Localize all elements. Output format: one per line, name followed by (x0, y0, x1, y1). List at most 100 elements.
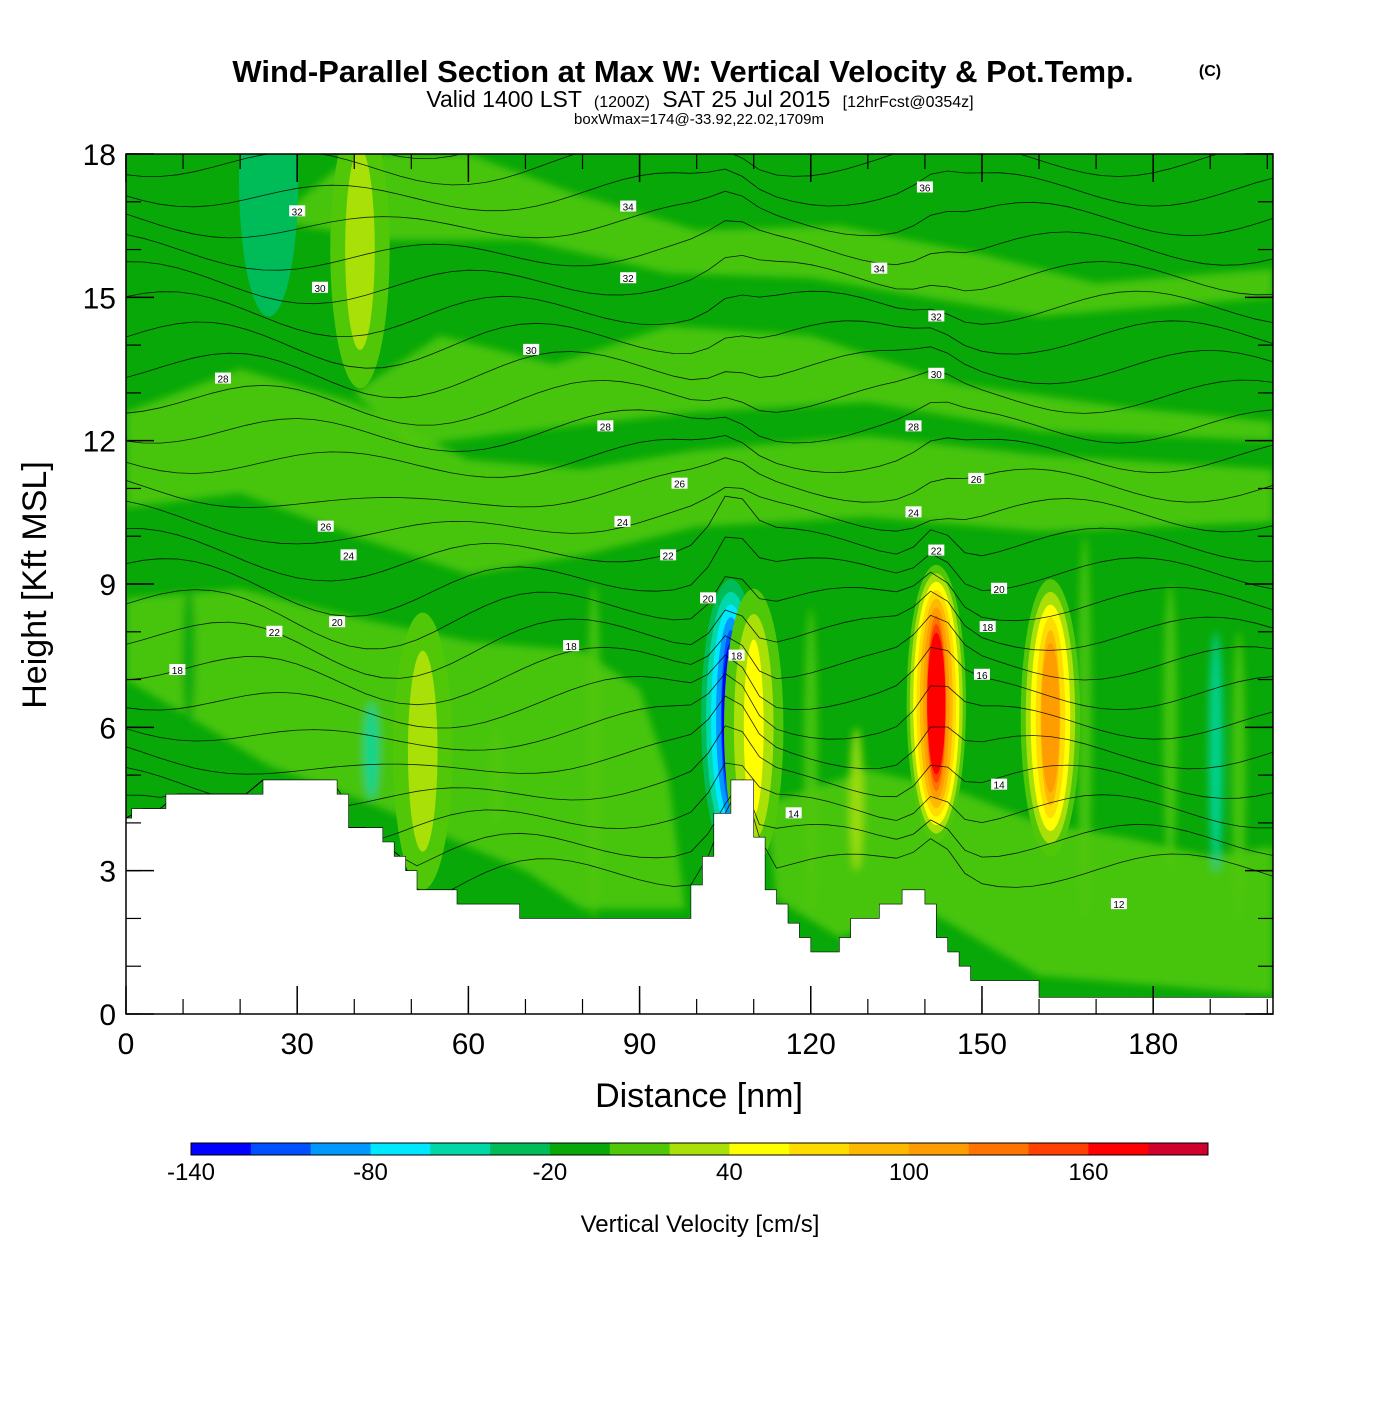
terrain-mask (126, 779, 1273, 1014)
x-tick-label: 0 (118, 1028, 135, 1061)
contour-label-bg (317, 520, 334, 532)
contour-label-text: 26 (320, 523, 332, 534)
contour-label: 34 (871, 262, 888, 276)
contour-label-bg (671, 477, 688, 489)
theta-contour-line (126, 571, 1273, 650)
x-tick-label: 60 (452, 1028, 485, 1061)
colorbar-swatch (191, 1143, 252, 1155)
colorbar-swatch (968, 1143, 1029, 1155)
colorbar-swatch (669, 1143, 730, 1155)
contour-label: 26 (968, 472, 985, 486)
x-tick-label: 90 (623, 1028, 656, 1061)
colorbar-swatch (310, 1143, 371, 1155)
contour-label-bg (905, 506, 922, 518)
x-tick-label: 180 (1128, 1028, 1178, 1061)
contour-label: 18 (169, 664, 186, 677)
contour-label: 26 (671, 477, 688, 491)
contour-label-text: 24 (343, 551, 355, 562)
contour-label-bg (660, 549, 677, 561)
field-streak-7 (1077, 536, 1092, 919)
theta-contour-line (126, 401, 1273, 452)
field-streak-4 (586, 584, 601, 919)
velocity-level (927, 632, 946, 775)
contour-label-text: 28 (908, 422, 920, 433)
colorbar-swatch (1028, 1143, 1089, 1155)
field-band-3 (765, 770, 1273, 995)
colorbar-swatch (609, 1143, 671, 1155)
contour-label-text: 32 (292, 207, 304, 218)
colorbar-swatch (490, 1143, 551, 1155)
contour-label-text: 30 (526, 346, 538, 357)
contour-label-bg (700, 592, 717, 604)
contour-label-text: 30 (314, 284, 326, 295)
valid-date: SAT 25 Jul 2015 (662, 86, 830, 112)
field-streak-1 (181, 584, 196, 728)
colorbar-swatch (250, 1143, 312, 1155)
contour-label-bg (597, 420, 614, 432)
contour-label: 24 (905, 506, 922, 519)
contour-label-text: 28 (600, 422, 612, 433)
contour-label-bg (1110, 898, 1127, 910)
x-axis: 0 30 60 90 120 150 180 (118, 154, 1268, 1061)
y-tick-label: 18 (83, 139, 116, 172)
contour-label-text: 20 (702, 594, 714, 605)
contour-label-bg (340, 549, 357, 561)
theta-contour-line (126, 435, 1273, 478)
contour-label-text: 32 (623, 274, 635, 285)
contour-label-bg (979, 621, 996, 632)
contour-label-text: 20 (332, 618, 344, 629)
contour-label: 18 (563, 640, 580, 653)
contour-label-bg (620, 200, 637, 212)
colorbar-tick-label: -140 (167, 1159, 215, 1186)
velocity-core (1020, 579, 1081, 857)
contour-label-bg (973, 668, 990, 680)
contour-label-bg (728, 649, 745, 661)
forecast-info: [12hrFcst@0354z] (843, 94, 974, 111)
contour-label-bg (614, 515, 631, 527)
chart-title: Wind-Parallel Section at Max W: Vertical… (232, 54, 1133, 89)
contour-label-bg (312, 281, 329, 293)
contour-label-bg (928, 367, 945, 379)
contour-label-bg (329, 616, 346, 628)
theta-contour-line (126, 695, 1273, 775)
contour-label: 32 (289, 205, 306, 218)
y-axis-label: Height [Kft MSL] (16, 461, 54, 709)
velocity-cores (238, 154, 1081, 890)
field-streak-3 (489, 727, 504, 823)
contour-label-text: 36 (919, 183, 931, 194)
contour-label-bg (905, 420, 922, 432)
contour-label-text: 24 (908, 508, 920, 519)
colorbar-frame (190, 1142, 1209, 1156)
velocity-core (238, 154, 299, 317)
colorbar-swatch (849, 1143, 910, 1155)
theta-contour-line (126, 254, 1273, 305)
contour-label: 30 (312, 281, 329, 295)
velocity-core (393, 612, 453, 890)
theta-contour-line (126, 536, 1273, 617)
contour-label-text: 22 (931, 547, 943, 558)
contour-label: 32 (620, 272, 637, 285)
contour-label-text: 26 (971, 475, 983, 486)
contour-label: 12 (1110, 898, 1127, 911)
theta-contour-line (126, 320, 1273, 369)
velocity-level (407, 650, 438, 852)
contour-label-text: 30 (931, 370, 943, 381)
y-tick-label: 15 (83, 282, 116, 315)
contour-label: 20 (329, 616, 346, 629)
contour-label: 22 (266, 625, 283, 639)
velocity-level (238, 154, 299, 317)
contour-label-bg (620, 272, 637, 284)
contour-label-text: 18 (731, 652, 743, 663)
colorbar-swatch (549, 1143, 611, 1155)
valid-utc: (1200Z) (594, 94, 650, 111)
contour-label: 28 (905, 420, 922, 433)
colorbar-swatch (729, 1143, 790, 1155)
colorbar-tick-label: 40 (716, 1159, 743, 1186)
contour-label: 30 (523, 343, 540, 357)
y-tick-label: 3 (99, 856, 116, 889)
field-streak-6 (849, 727, 864, 871)
contour-label-bg (523, 343, 540, 355)
colorbar-swatch (908, 1143, 970, 1155)
